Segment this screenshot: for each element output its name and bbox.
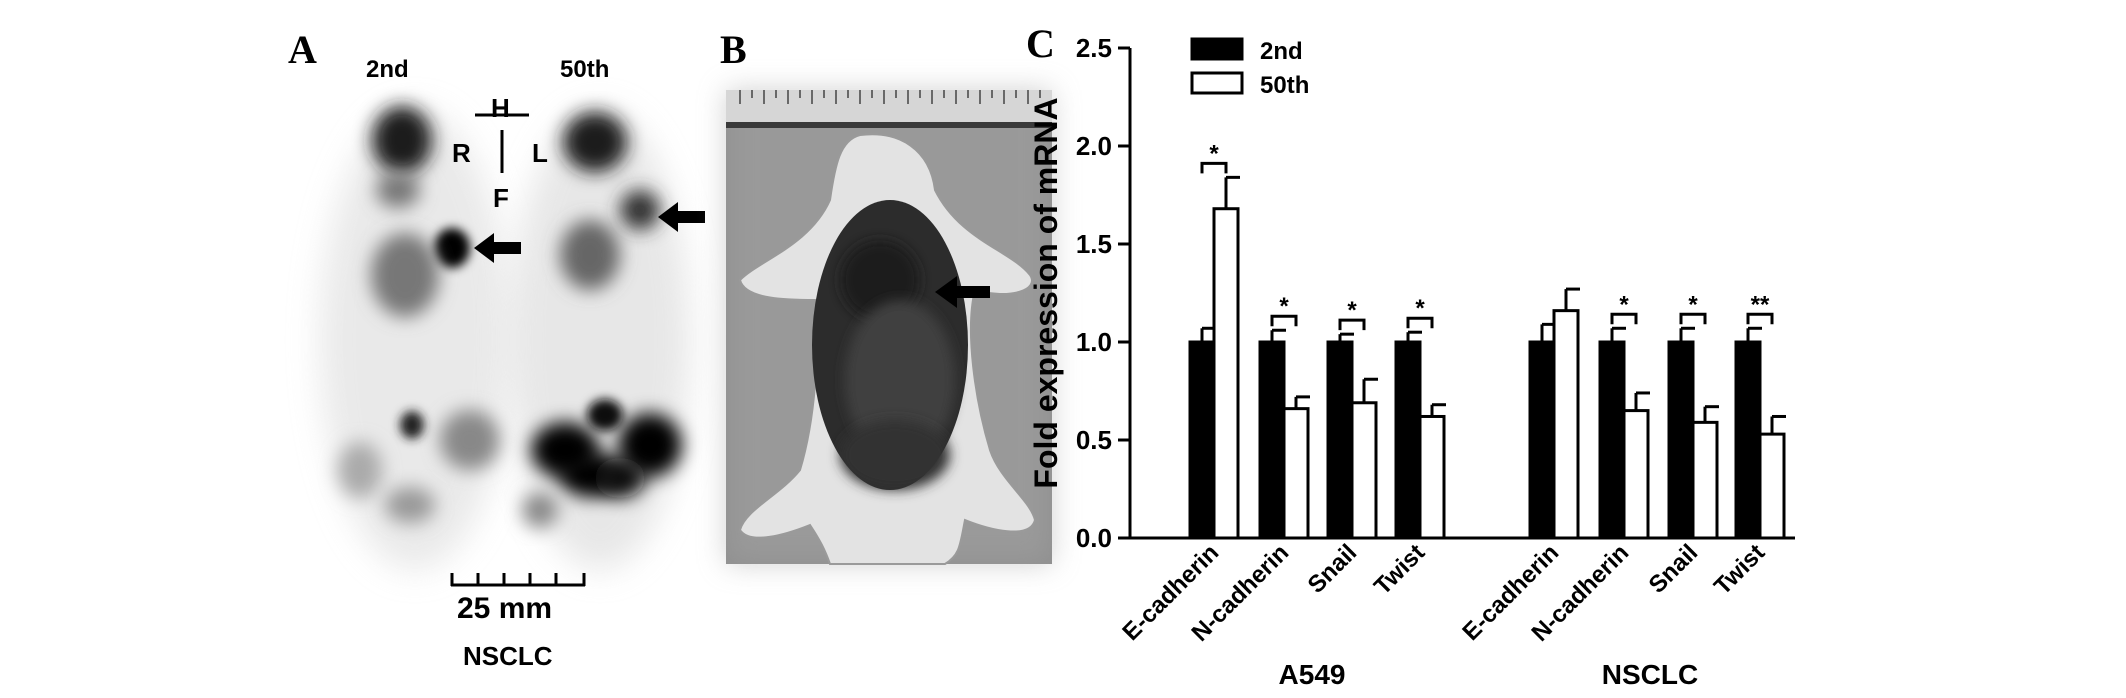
arrow-icon (935, 276, 990, 308)
bar (1667, 340, 1695, 540)
pet-scan-2nd (320, 106, 510, 570)
significance-marker: * (1279, 293, 1289, 320)
orientation-cross (475, 113, 529, 173)
group-label: NSCLC (1602, 659, 1698, 690)
arrow-icon (474, 233, 521, 263)
significance-bracket (1406, 316, 1434, 329)
orientation-left: L (532, 138, 548, 168)
scan-label-50th: 50th (560, 56, 610, 83)
bar (1418, 414, 1446, 540)
legend-label: 50th (1260, 72, 1309, 99)
panel-a-letter: A (288, 27, 317, 72)
bar (1350, 401, 1378, 540)
y-tick-label: 1.0 (1076, 327, 1112, 357)
significance-marker: * (1209, 140, 1219, 167)
bar (1394, 340, 1422, 540)
bar (1691, 420, 1719, 540)
bar (1598, 340, 1626, 540)
y-tick-label: 2.0 (1076, 131, 1112, 161)
panel-b-letter: B (720, 27, 747, 72)
orientation-right: R (452, 138, 471, 168)
panel-c-letter: C (1026, 21, 1055, 66)
category-label: Snail (1644, 539, 1704, 599)
sample-label: NSCLC (463, 641, 553, 671)
pet-scan-50th (510, 110, 690, 570)
scale-bar (450, 573, 586, 587)
bar (1188, 340, 1216, 540)
legend-swatch (1190, 71, 1244, 95)
significance-marker: * (1415, 295, 1425, 322)
significance-marker: * (1619, 291, 1629, 318)
bar (1622, 409, 1650, 540)
category-label: Twist (1709, 539, 1770, 600)
legend-swatch (1190, 37, 1244, 61)
y-tick-label: 0.5 (1076, 425, 1112, 455)
bar (1552, 309, 1580, 540)
bar (1258, 340, 1286, 540)
category-label: Snail (1303, 539, 1363, 599)
significance-bracket (1746, 312, 1774, 325)
y-axis-label: Fold expression of mRNA (1028, 97, 1064, 488)
scan-label-2nd: 2nd (366, 56, 409, 83)
orientation-head: H (491, 93, 510, 123)
bar (1282, 407, 1310, 540)
ruler (726, 90, 1052, 128)
group-label: A549 (1279, 659, 1346, 690)
significance-bracket (1270, 314, 1298, 327)
bar (1212, 207, 1240, 540)
bar (1758, 432, 1786, 540)
significance-bracket (1610, 312, 1638, 325)
significance-marker: * (1347, 297, 1357, 324)
significance-marker: ** (1751, 291, 1770, 318)
category-label: Twist (1369, 539, 1430, 600)
y-tick-label: 0.0 (1076, 523, 1112, 553)
bar (1326, 340, 1354, 540)
bar (1528, 340, 1556, 540)
arrow-icon (658, 202, 705, 232)
legend-label: 2nd (1260, 38, 1303, 65)
significance-bracket (1679, 312, 1707, 325)
significance-bracket (1338, 318, 1366, 331)
y-tick-label: 2.5 (1076, 33, 1112, 63)
significance-bracket (1200, 161, 1228, 174)
scale-bar-label: 25 mm (457, 592, 553, 625)
orientation-foot: F (493, 183, 509, 213)
significance-marker: * (1688, 291, 1698, 318)
ruler-ticks (739, 90, 1041, 104)
bar (1734, 340, 1762, 540)
y-tick-label: 1.5 (1076, 229, 1112, 259)
